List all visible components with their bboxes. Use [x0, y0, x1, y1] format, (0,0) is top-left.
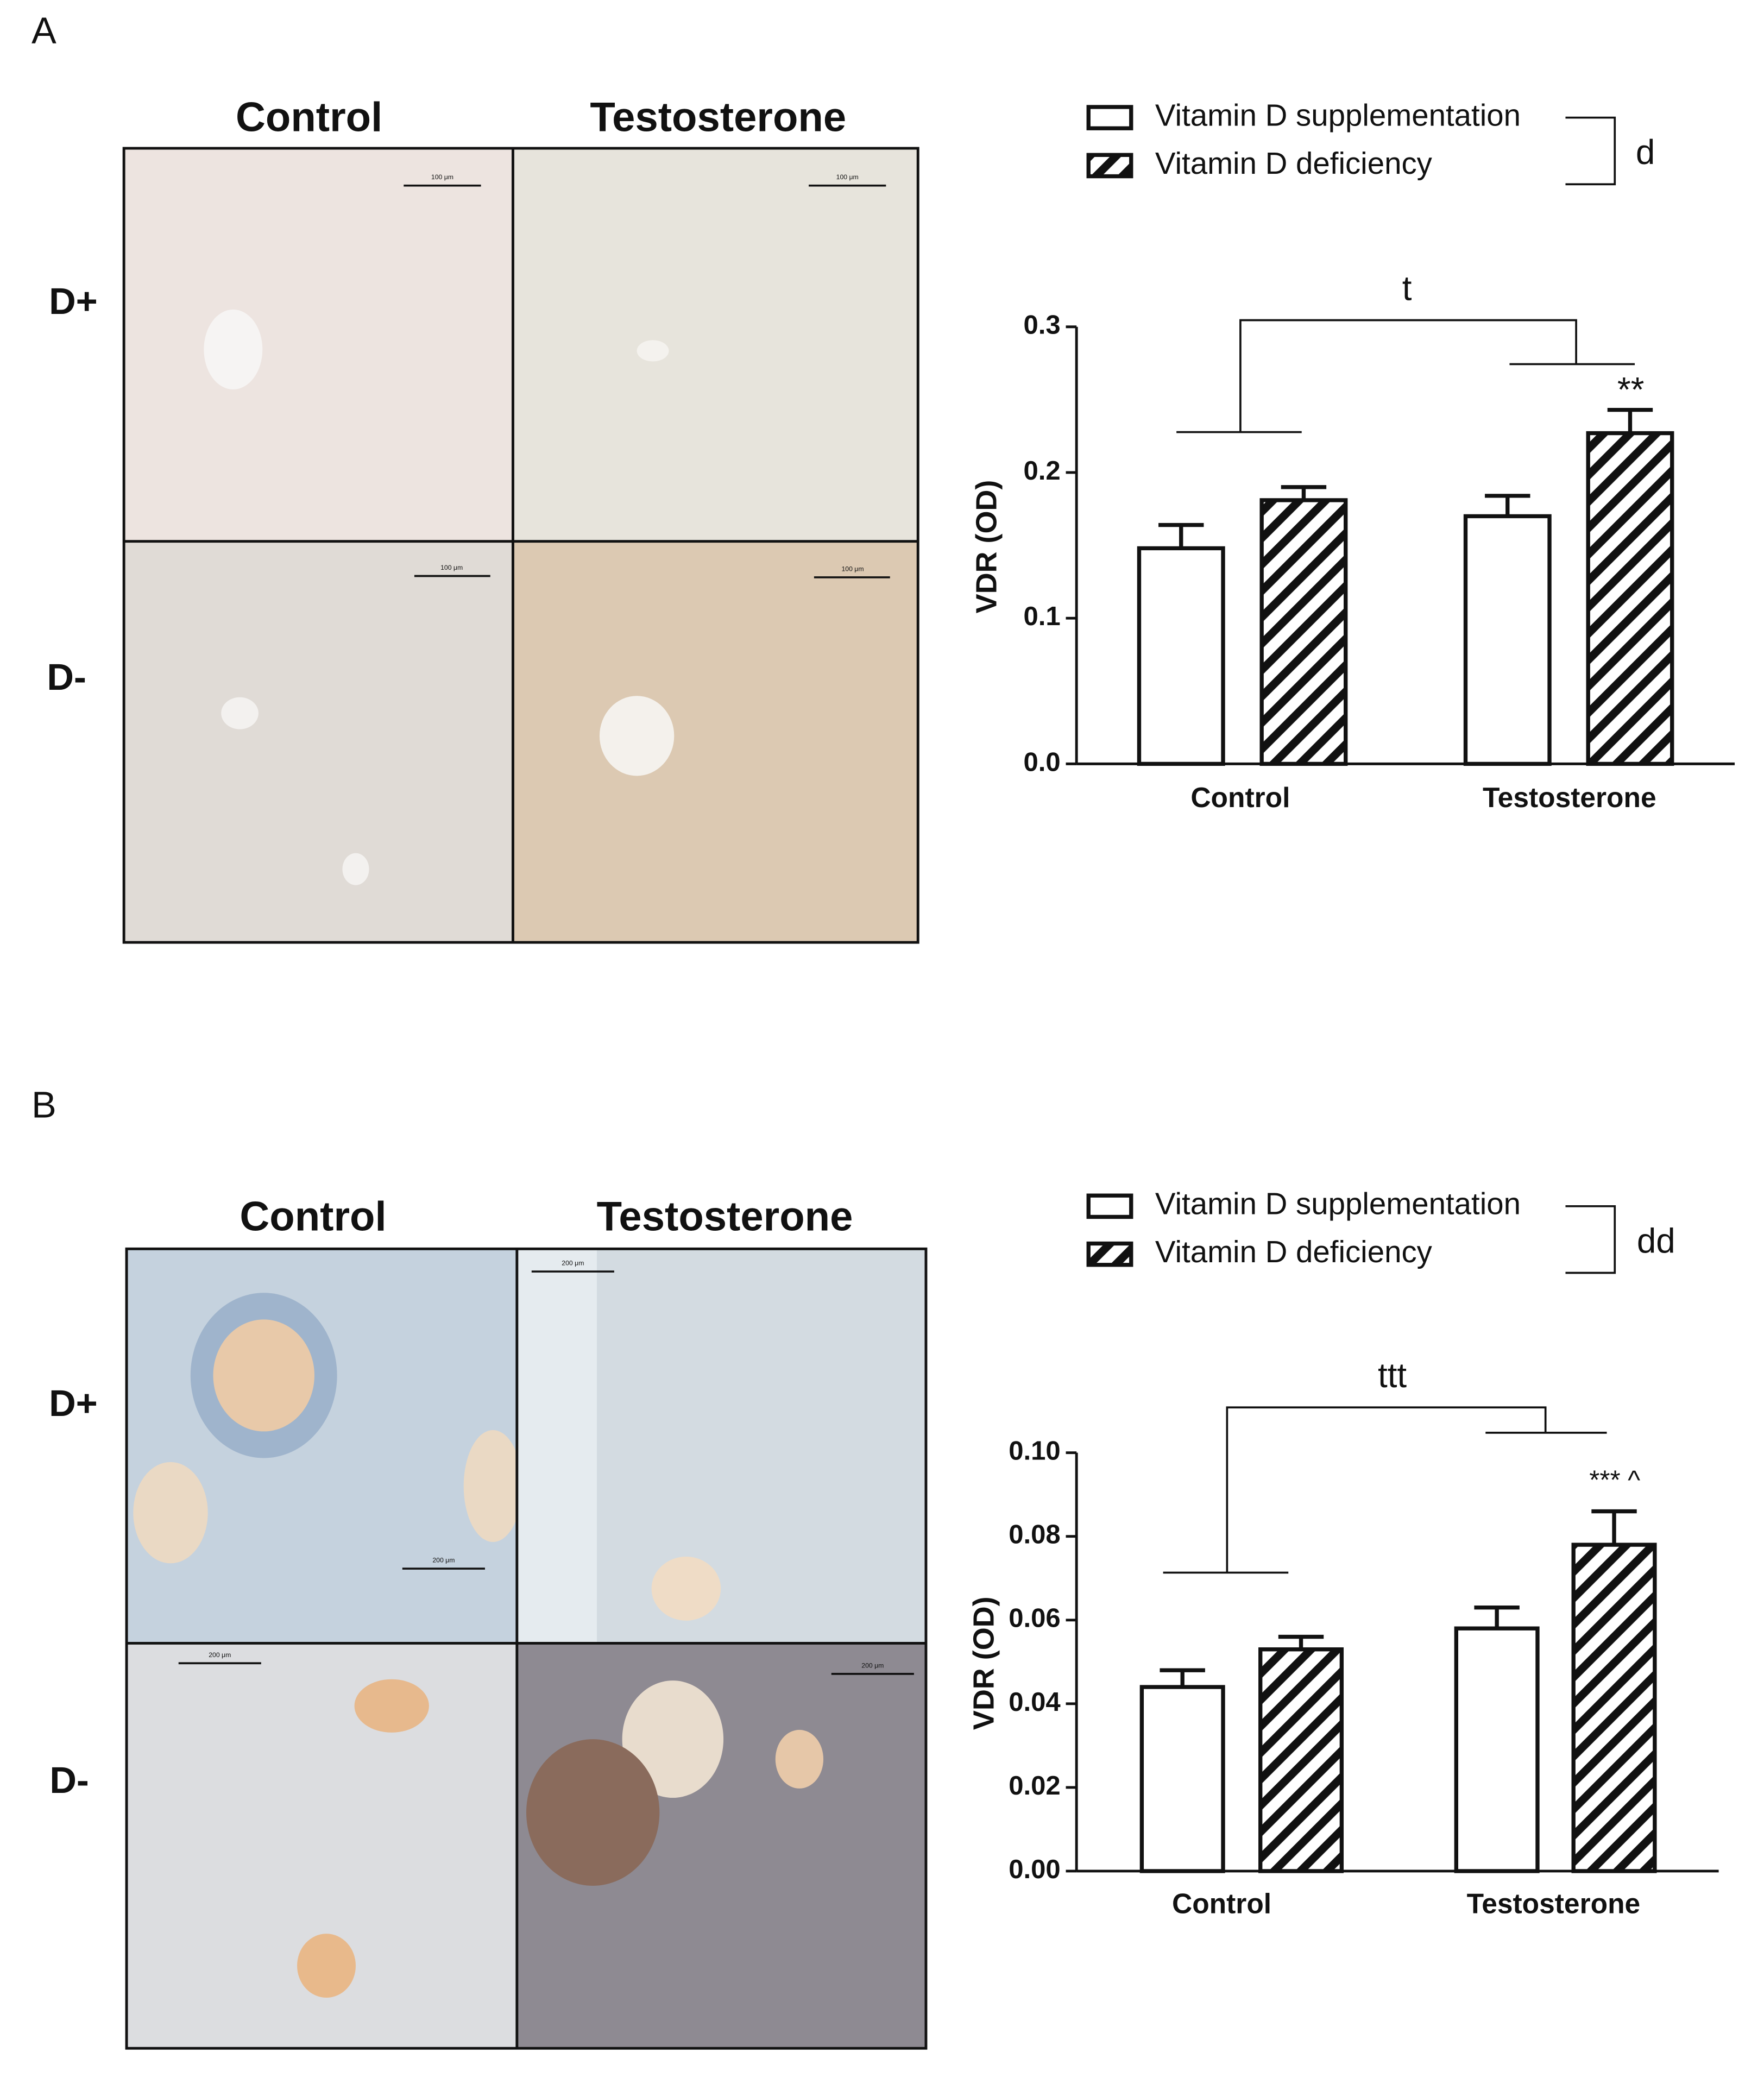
x-tick-label: Testosterone	[1467, 1887, 1641, 1919]
row-label: D+	[49, 280, 98, 322]
y-tick-label: 0.08	[1009, 1520, 1060, 1550]
scale-bar-label: 200 μm	[861, 1661, 884, 1669]
bracket	[1239, 319, 1577, 432]
y-tick-label: 0.06	[1009, 1604, 1060, 1633]
panel-label: A	[32, 10, 56, 52]
scale-bar-label: 100 μm	[841, 565, 864, 572]
legend-label: Vitamin D supplementation	[1155, 1187, 1521, 1221]
bar	[1259, 498, 1348, 766]
bar	[1139, 1685, 1225, 1873]
bar	[1571, 1543, 1657, 1873]
y-tick-label: 0.2	[1024, 456, 1061, 486]
annotation: t	[1402, 268, 1412, 307]
micrographs-b	[125, 1247, 928, 2050]
bracket	[1565, 116, 1616, 186]
column-label: Control	[240, 1193, 386, 1239]
x-tick-label: Control	[1190, 782, 1290, 813]
y-tick-label: 0.1	[1024, 602, 1061, 631]
scale-bar-label: 100 μm	[440, 564, 463, 571]
bracket	[1226, 1406, 1547, 1573]
legend-swatch	[1086, 105, 1133, 130]
legend-label: Vitamin D deficiency	[1155, 1235, 1433, 1269]
annotation: d	[1636, 133, 1655, 172]
y-axis-label: VDR (OD)	[971, 480, 1003, 614]
y-tick-label: 0.10	[1009, 1437, 1060, 1466]
bar	[1454, 1626, 1540, 1873]
column-label: Control	[236, 95, 382, 141]
legend-label: Vitamin D deficiency	[1155, 146, 1433, 180]
y-axis-label: VDR (OD)	[968, 1596, 1000, 1730]
bar	[1463, 514, 1552, 766]
bracket	[1565, 1205, 1616, 1274]
legend-swatch	[1086, 153, 1133, 179]
row-label: D-	[47, 656, 86, 698]
scale-bar-label: 100 μm	[431, 173, 453, 181]
x-tick-label: Control	[1172, 1887, 1271, 1919]
annotation: *** ^	[1589, 1466, 1640, 1495]
y-tick-label: 0.0	[1024, 747, 1061, 777]
x-tick-label: Testosterone	[1483, 782, 1656, 813]
scale-bar-label: 200 μm	[562, 1260, 584, 1267]
legend-swatch	[1086, 1193, 1133, 1219]
annotation: ttt	[1378, 1356, 1407, 1395]
y-tick-label: 0.02	[1009, 1771, 1060, 1801]
y-tick-label: 0.04	[1009, 1688, 1061, 1717]
legend-swatch	[1086, 1241, 1133, 1267]
column-label: Testosterone	[590, 95, 846, 141]
bar	[1258, 1647, 1344, 1873]
micrographs-a	[122, 147, 919, 944]
scale-bar-label: 200 μm	[209, 1651, 231, 1659]
row-label: D-	[49, 1759, 89, 1801]
scale-bar-label: 100 μm	[836, 173, 859, 181]
column-label: Testosterone	[597, 1193, 853, 1239]
bar	[1137, 546, 1225, 766]
legend-label: Vitamin D supplementation	[1155, 98, 1521, 132]
panel-label: B	[32, 1084, 56, 1125]
y-tick-label: 0.00	[1009, 1855, 1060, 1884]
scale-bar-label: 200 μm	[432, 1557, 455, 1564]
row-label: D+	[49, 1382, 98, 1424]
annotation: dd	[1637, 1221, 1675, 1260]
y-tick-label: 0.3	[1024, 311, 1061, 340]
annotation: **	[1617, 370, 1645, 409]
bar	[1586, 431, 1674, 766]
